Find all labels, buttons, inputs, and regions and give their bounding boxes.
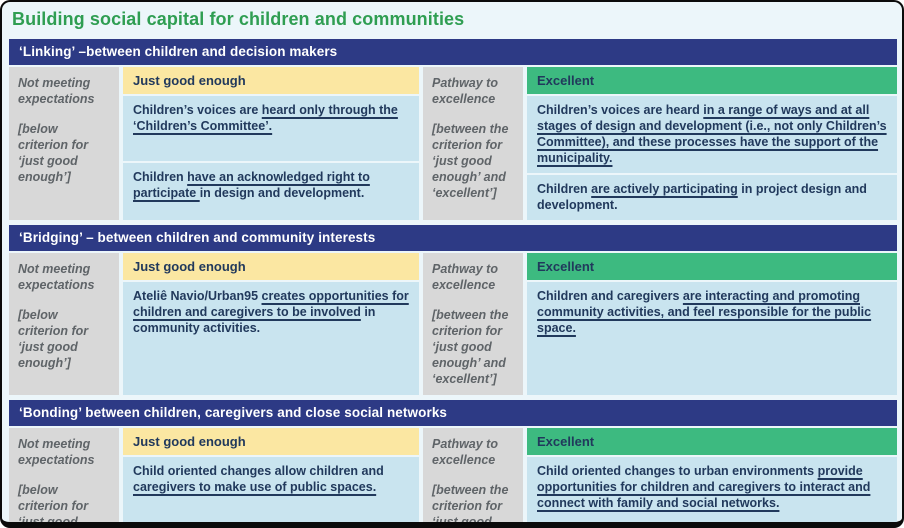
just-good-enough-header: Just good enough (123, 67, 419, 94)
section-bridging: ‘Bridging’ – between children and commun… (9, 225, 897, 395)
not-meeting-label: Not meeting expectations (18, 437, 95, 467)
just-good-enough-column: Just good enough Children’s voices are h… (123, 67, 419, 220)
not-meeting-note: [below criterion for ‘just good enough’] (18, 122, 89, 184)
section-header-linking: ‘Linking’ –between children and decision… (9, 39, 897, 65)
criterion-cell: Ateliê Navio/Urban95 creates opportuniti… (123, 282, 419, 395)
not-meeting-note: [below criterion for ‘just good enough’] (18, 308, 89, 370)
not-meeting-expectations-cell: Not meeting expectations [below criterio… (9, 253, 119, 395)
not-meeting-label: Not meeting expectations (18, 262, 95, 292)
criterion-cell: Children are actively participating in p… (527, 175, 897, 220)
not-meeting-expectations-cell: Not meeting expectations [below criterio… (9, 67, 119, 220)
excellent-column: Excellent Children’s voices are heard in… (527, 67, 897, 220)
excellent-header: Excellent (527, 428, 897, 455)
excellent-header: Excellent (527, 67, 897, 94)
just-good-enough-header: Just good enough (123, 428, 419, 455)
pathway-note: [between the criterion for ‘just good en… (432, 308, 509, 386)
section-linking: ‘Linking’ –between children and decision… (9, 39, 897, 220)
criterion-cell: Children’s voices are heard in a range o… (527, 96, 897, 173)
section-header-bridging: ‘Bridging’ – between children and commun… (9, 225, 897, 251)
just-good-enough-column: Just good enough Child oriented changes … (123, 428, 419, 522)
not-meeting-note: [below criterion for ‘just good enough’] (18, 483, 89, 528)
not-meeting-expectations-cell: Not meeting expectations [below criterio… (9, 428, 119, 528)
criterion-cell: Child oriented changes allow children an… (123, 457, 419, 522)
criterion-cell: Children’s voices are heard only through… (123, 96, 419, 161)
pathway-to-excellence-cell: Pathway to excellence [between the crite… (423, 67, 523, 220)
section-bonding: ‘Bonding’ between children, caregivers a… (9, 400, 897, 528)
page-title: Building social capital for children and… (12, 9, 465, 29)
just-good-enough-column: Just good enough Ateliê Navio/Urban95 cr… (123, 253, 419, 395)
section-body: Not meeting expectations [below criterio… (9, 253, 897, 395)
pathway-note: [between the criterion for ‘just good en… (432, 483, 509, 528)
pathway-label: Pathway to excellence (432, 262, 498, 292)
not-meeting-label: Not meeting expectations (18, 76, 95, 106)
excellent-column: Excellent Children and caregivers are in… (527, 253, 897, 395)
pathway-label: Pathway to excellence (432, 76, 498, 106)
criterion-cell: Children and caregivers are interacting … (527, 282, 897, 395)
criterion-cell: Child oriented changes to urban environm… (527, 457, 897, 522)
criterion-cell: Children have an acknowledged right to p… (123, 162, 419, 220)
section-body: Not meeting expectations [below criterio… (9, 67, 897, 220)
excellent-header: Excellent (527, 253, 897, 280)
just-good-enough-header: Just good enough (123, 253, 419, 280)
pathway-label: Pathway to excellence (432, 437, 498, 467)
section-header-bonding: ‘Bonding’ between children, caregivers a… (9, 400, 897, 426)
section-body: Not meeting expectations [below criterio… (9, 428, 897, 528)
pathway-to-excellence-cell: Pathway to excellence [between the crite… (423, 428, 523, 528)
excellent-column: Excellent Child oriented changes to urba… (527, 428, 897, 522)
pathway-note: [between the criterion for ‘just good en… (432, 122, 509, 200)
pathway-to-excellence-cell: Pathway to excellence [between the crite… (423, 253, 523, 395)
